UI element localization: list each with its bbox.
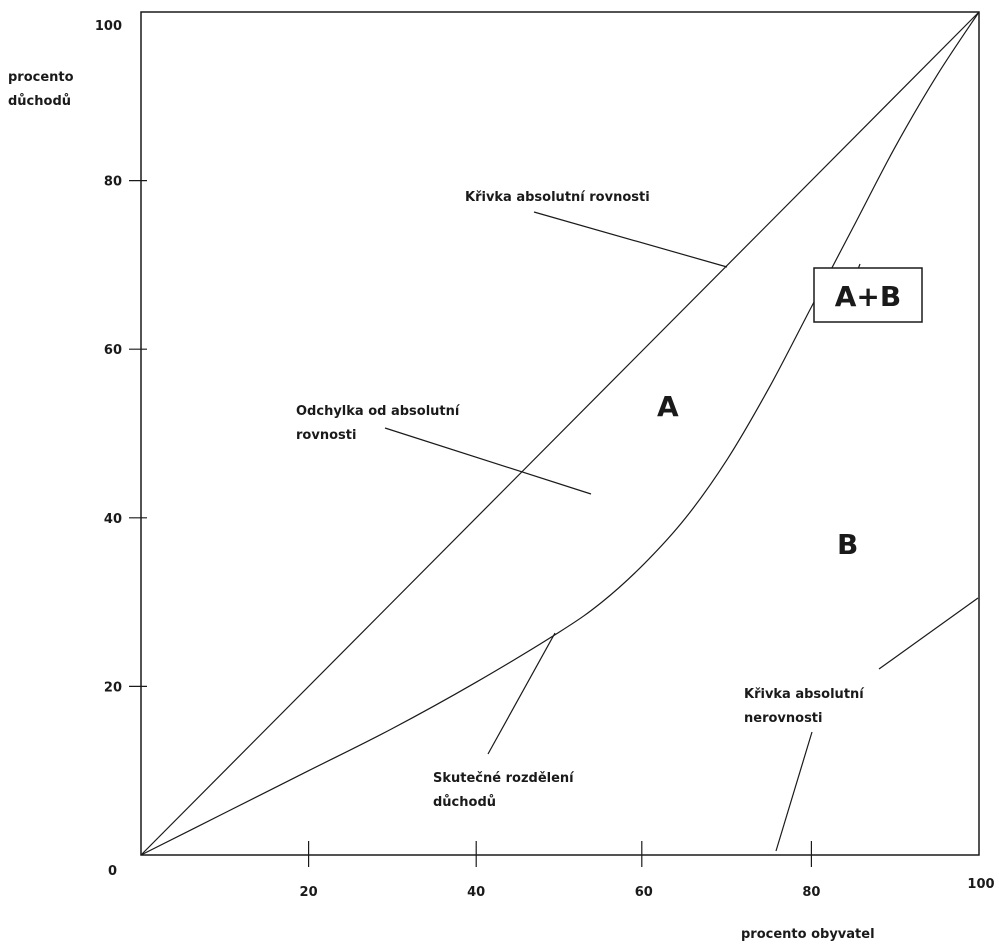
y-tick-label-40: 40 bbox=[104, 512, 122, 527]
y-tick-label-100: 100 bbox=[95, 19, 122, 34]
actual-label-line1: Skutečné rozdělení bbox=[433, 771, 575, 786]
tick-marks bbox=[129, 180, 813, 867]
x-tick-label-40: 40 bbox=[467, 885, 485, 900]
y-tick-label-80: 80 bbox=[104, 175, 122, 190]
inequality-leader-line bbox=[775, 731, 813, 852]
y-axis-title-line2: důchodů bbox=[8, 94, 71, 109]
inequality-label-line1: Křivka absolutní bbox=[744, 687, 865, 702]
tick-labels: 0 20 40 60 80 100 20 40 60 80 100 bbox=[95, 19, 995, 900]
x-tick-label-60: 60 bbox=[635, 885, 653, 900]
x-tick-label-100: 100 bbox=[967, 877, 994, 892]
y-tick-label-20: 20 bbox=[104, 680, 122, 695]
equality-leader-line bbox=[533, 211, 728, 268]
region-ab-label: A+B bbox=[835, 280, 901, 313]
actual-leader-line bbox=[487, 632, 556, 755]
region-b-label: B bbox=[837, 528, 858, 561]
x-tick-label-80: 80 bbox=[802, 885, 820, 900]
actual-label-line2: důchodů bbox=[433, 795, 496, 810]
inequality-leader-line-right bbox=[878, 597, 979, 670]
equality-line bbox=[140, 11, 980, 856]
y-tick-label-60: 60 bbox=[104, 343, 122, 358]
x-axis-title: procento obyvatel bbox=[741, 927, 875, 942]
y-tick-label-0: 0 bbox=[108, 864, 117, 879]
plot-frame bbox=[140, 11, 980, 856]
lorenz-curve bbox=[140, 11, 980, 856]
deviation-label-line2: rovnosti bbox=[296, 428, 356, 443]
y-axis-title-line1: procento bbox=[8, 70, 74, 85]
equality-label: Křivka absolutní rovnosti bbox=[465, 190, 650, 205]
deviation-leader-line bbox=[384, 427, 592, 495]
region-a-label: A bbox=[657, 390, 679, 423]
inequality-label-line2: nerovnosti bbox=[744, 711, 822, 726]
x-tick-label-20: 20 bbox=[300, 885, 318, 900]
deviation-label-line1: Odchylka od absolutní bbox=[296, 404, 461, 419]
region-ab-box bbox=[813, 267, 923, 323]
